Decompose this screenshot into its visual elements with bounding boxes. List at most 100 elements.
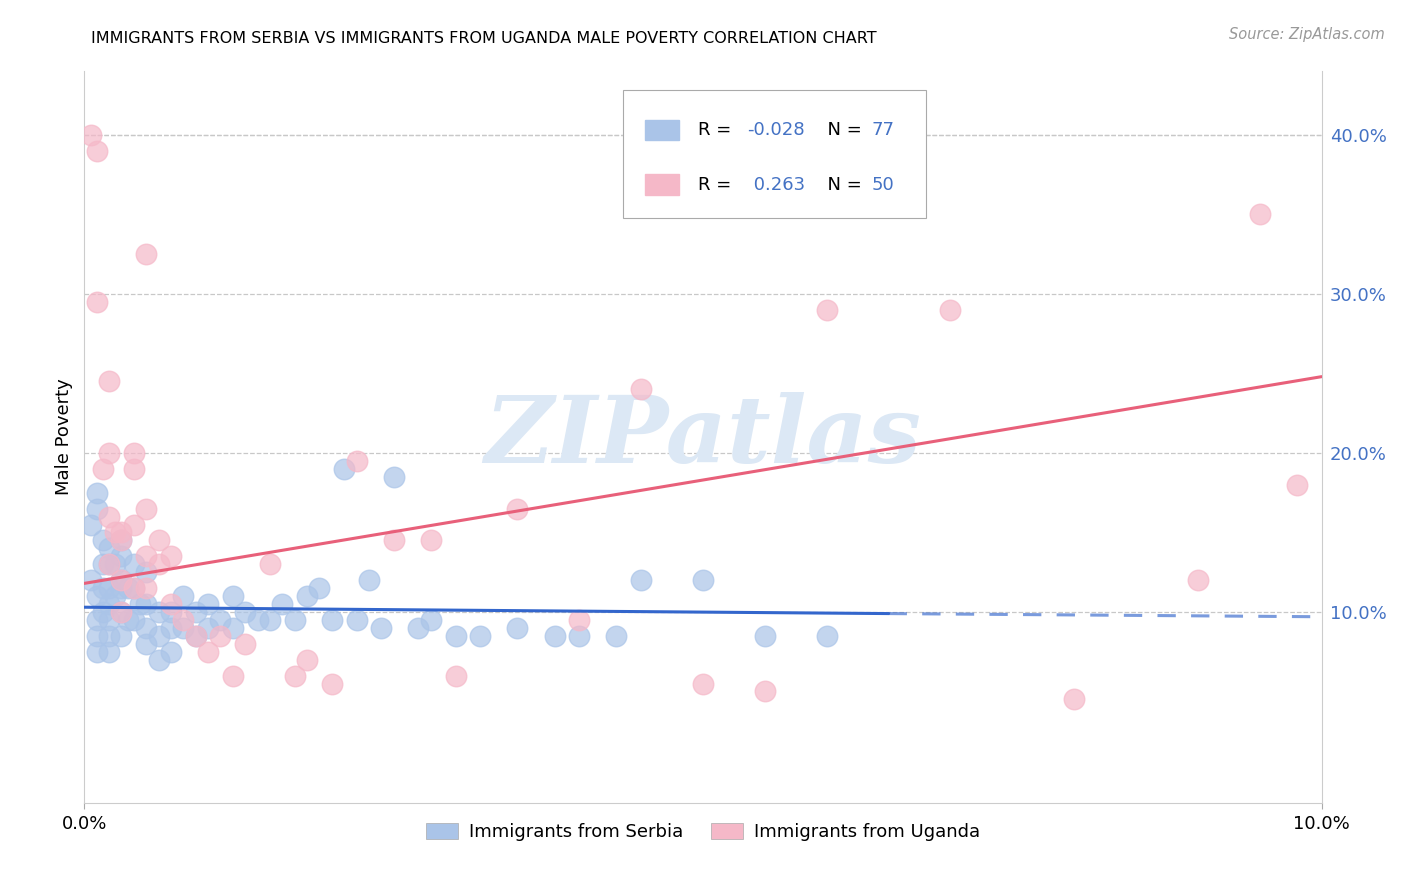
Point: [346, 613, 368, 627]
Point: [408, 621, 430, 635]
Point: [122, 581, 145, 595]
Point: [172, 589, 194, 603]
Text: 0.263: 0.263: [748, 176, 804, 194]
Point: [148, 629, 170, 643]
Point: [815, 629, 838, 643]
Point: [122, 517, 145, 532]
Point: [172, 613, 194, 627]
Text: Source: ZipAtlas.com: Source: ZipAtlas.com: [1229, 27, 1385, 42]
Point: [506, 621, 529, 635]
Point: [370, 621, 392, 635]
Point: [110, 533, 132, 548]
Point: [568, 629, 591, 643]
Point: [110, 629, 132, 643]
Point: [209, 629, 232, 643]
FancyBboxPatch shape: [645, 175, 679, 195]
Point: [86, 485, 108, 500]
Point: [91, 533, 114, 548]
Point: [160, 645, 183, 659]
Point: [222, 589, 245, 603]
Text: N =: N =: [815, 121, 868, 139]
Point: [197, 621, 219, 635]
Point: [98, 558, 121, 572]
Point: [184, 629, 207, 643]
Text: R =: R =: [697, 121, 737, 139]
Point: [160, 597, 183, 611]
Point: [148, 653, 170, 667]
Point: [110, 533, 132, 548]
Point: [815, 302, 838, 317]
Point: [197, 597, 219, 611]
Point: [135, 581, 157, 595]
Point: [506, 501, 529, 516]
Point: [117, 581, 139, 595]
Point: [148, 533, 170, 548]
Point: [308, 581, 330, 595]
Text: ZIPatlas: ZIPatlas: [485, 392, 921, 482]
Point: [271, 597, 294, 611]
Point: [222, 668, 245, 682]
Point: [419, 613, 441, 627]
Point: [86, 645, 108, 659]
Point: [86, 294, 108, 309]
Point: [184, 605, 207, 619]
Point: [233, 637, 256, 651]
Point: [110, 573, 132, 587]
Point: [122, 581, 145, 595]
Point: [1285, 477, 1308, 491]
Point: [122, 613, 145, 627]
Point: [160, 605, 183, 619]
Point: [86, 501, 108, 516]
Point: [129, 597, 152, 611]
Point: [98, 597, 121, 611]
Point: [754, 629, 776, 643]
Point: [110, 581, 132, 595]
Point: [98, 541, 121, 556]
Point: [110, 605, 132, 619]
Point: [110, 525, 132, 540]
Point: [110, 605, 132, 619]
Point: [233, 605, 256, 619]
Point: [79, 128, 101, 142]
Point: [98, 558, 121, 572]
Point: [246, 613, 269, 627]
Point: [135, 501, 157, 516]
Point: [444, 629, 467, 643]
Point: [98, 629, 121, 643]
Point: [91, 462, 114, 476]
FancyBboxPatch shape: [623, 89, 925, 218]
Point: [98, 509, 121, 524]
Point: [321, 676, 343, 690]
Point: [135, 247, 157, 261]
Point: [382, 470, 405, 484]
Point: [692, 573, 714, 587]
Point: [122, 462, 145, 476]
Point: [98, 446, 121, 460]
Point: [939, 302, 962, 317]
Point: [284, 613, 307, 627]
Text: -0.028: -0.028: [748, 121, 806, 139]
Point: [259, 558, 281, 572]
Point: [79, 573, 101, 587]
Point: [346, 454, 368, 468]
Point: [295, 653, 318, 667]
Point: [172, 621, 194, 635]
Text: 50: 50: [872, 176, 894, 194]
Point: [86, 144, 108, 158]
Point: [321, 613, 343, 627]
Point: [357, 573, 380, 587]
Point: [86, 629, 108, 643]
Point: [110, 549, 132, 564]
Point: [754, 684, 776, 698]
Point: [692, 676, 714, 690]
Point: [110, 573, 132, 587]
Point: [184, 629, 207, 643]
Point: [419, 533, 441, 548]
Point: [148, 558, 170, 572]
Text: IMMIGRANTS FROM SERBIA VS IMMIGRANTS FROM UGANDA MALE POVERTY CORRELATION CHART: IMMIGRANTS FROM SERBIA VS IMMIGRANTS FRO…: [91, 31, 877, 46]
Point: [295, 589, 318, 603]
Point: [382, 533, 405, 548]
Text: 77: 77: [872, 121, 894, 139]
Point: [98, 645, 121, 659]
Point: [605, 629, 627, 643]
